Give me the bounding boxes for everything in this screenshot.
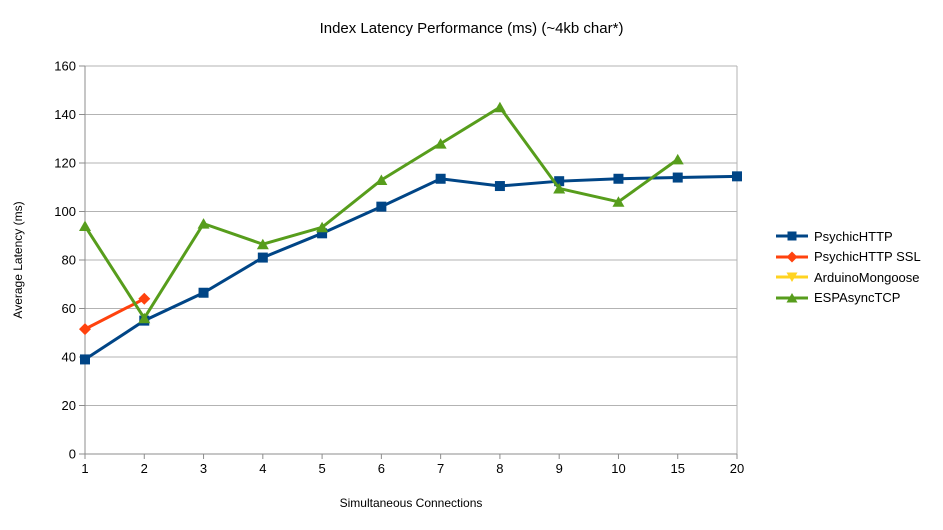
chart-title: Index Latency Performance (ms) (~4kb cha… bbox=[319, 20, 624, 37]
x-tick-label: 3 bbox=[200, 461, 207, 476]
x-tick-label: 5 bbox=[318, 461, 325, 476]
series-marker-diamond bbox=[138, 292, 151, 305]
series-line-espasynctcp bbox=[83, 105, 679, 321]
legend-marker-diamond-icon bbox=[776, 251, 808, 263]
x-tick-label: 9 bbox=[556, 461, 563, 476]
y-tick-label: 0 bbox=[69, 447, 76, 462]
legend-item-psychichttp: PsychicHTTP bbox=[776, 226, 921, 247]
series-marker-square bbox=[80, 354, 90, 365]
legend-item-espasynctcp: ESPAsyncTCP bbox=[776, 288, 921, 309]
y-tick-label: 140 bbox=[54, 107, 76, 122]
legend-label-psychichttp: PsychicHTTP bbox=[814, 228, 893, 244]
series-marker-triangle-up bbox=[197, 218, 210, 229]
series-marker-triangle-up bbox=[493, 101, 506, 113]
x-tick-label: 20 bbox=[730, 461, 744, 476]
series-marker-square bbox=[494, 181, 505, 192]
x-tick-label: 4 bbox=[259, 461, 266, 476]
x-tick-label: 2 bbox=[141, 461, 148, 476]
legend-item-psychichttp-ssl: PsychicHTTP SSL bbox=[776, 247, 921, 268]
series-marker-triangle-up bbox=[671, 153, 684, 165]
series-marker-square bbox=[732, 171, 742, 182]
y-tick-label: 120 bbox=[54, 156, 76, 171]
legend-label-espasynctcp: ESPAsyncTCP bbox=[814, 290, 901, 306]
legend-label-psychichttp-ssl: PsychicHTTP SSL bbox=[814, 249, 921, 265]
y-tick-label: 80 bbox=[62, 253, 76, 268]
x-axis-title: Simultaneous Connections bbox=[339, 496, 483, 510]
series-marker-triangle-up bbox=[375, 174, 388, 185]
series-marker-triangle-up bbox=[553, 182, 566, 194]
y-tick-label: 100 bbox=[54, 204, 76, 219]
series-marker-square bbox=[198, 287, 209, 298]
series-line-psychichttp bbox=[84, 174, 738, 361]
legend-label-arduinomongoose: ArduinoMongoose bbox=[814, 269, 920, 285]
x-tick-label: 6 bbox=[378, 461, 385, 476]
series-marker-square bbox=[435, 173, 446, 184]
y-tick-label: 40 bbox=[62, 350, 76, 365]
series-marker-triangle-up bbox=[256, 238, 269, 250]
x-tick-label: 1 bbox=[81, 461, 88, 476]
legend-marker-square-icon bbox=[776, 231, 808, 241]
x-tick-label: 15 bbox=[670, 461, 684, 476]
legend-item-arduinomongoose: ArduinoMongoose bbox=[776, 267, 921, 288]
series-marker-square bbox=[613, 173, 624, 184]
y-tick-label: 20 bbox=[62, 398, 76, 413]
legend: PsychicHTTP PsychicHTTP SSL ArduinoMongoos… bbox=[776, 226, 921, 308]
series-marker-triangle-up bbox=[138, 312, 151, 324]
series-marker-square bbox=[376, 201, 387, 212]
series-marker-square bbox=[672, 172, 683, 183]
series-marker-triangle-up bbox=[434, 138, 447, 149]
legend-marker-triangle-up-icon bbox=[776, 292, 808, 303]
series-marker-diamond bbox=[79, 323, 91, 336]
x-tick-label: 10 bbox=[611, 461, 625, 476]
series-marker-triangle-up bbox=[79, 220, 91, 232]
x-tick-label: 8 bbox=[496, 461, 503, 476]
series-marker-triangle-up bbox=[612, 196, 625, 207]
series-marker-square bbox=[257, 252, 268, 263]
y-tick-label: 160 bbox=[54, 59, 76, 74]
legend-marker-triangle-down-icon bbox=[776, 272, 808, 283]
y-tick-label: 60 bbox=[62, 301, 76, 316]
series-marker-triangle-up bbox=[316, 221, 329, 233]
x-tick-label: 7 bbox=[437, 461, 444, 476]
